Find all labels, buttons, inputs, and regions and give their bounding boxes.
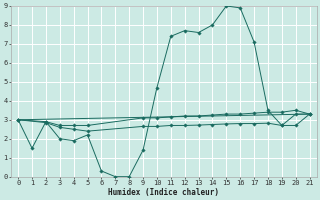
X-axis label: Humidex (Indice chaleur): Humidex (Indice chaleur) <box>108 188 220 197</box>
